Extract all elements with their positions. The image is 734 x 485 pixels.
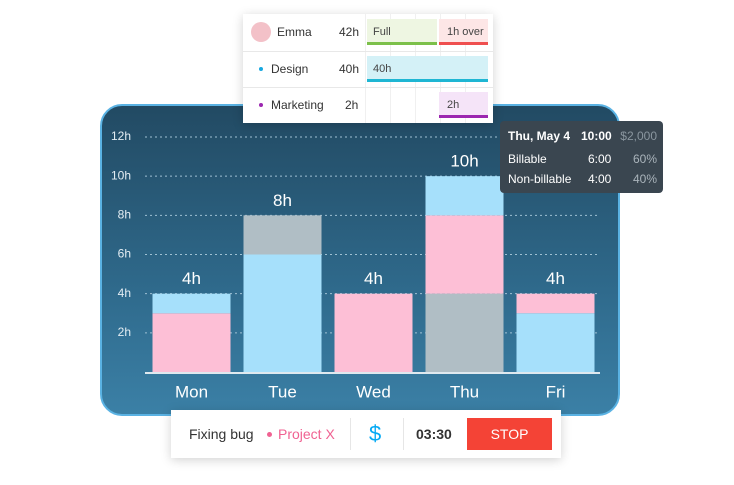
bar-segment (425, 215, 504, 294)
tooltip-time: 10:00 (581, 129, 612, 143)
total-label: 4h (546, 269, 565, 288)
bar-segment (516, 293, 595, 314)
bar-segment (243, 254, 322, 372)
bar-segment (243, 215, 322, 255)
dot (267, 432, 272, 437)
bar: 2h (439, 92, 488, 118)
name: Marketing (271, 98, 324, 112)
bar-segment (152, 293, 231, 314)
hours: 2h (345, 98, 359, 112)
avatar (251, 22, 271, 42)
task: Fixing bug (189, 426, 254, 442)
bar: 40h (367, 56, 488, 82)
tooltip-value: 4:00 (588, 172, 612, 186)
timer-bar: Fixing bug Project X $ 03:30 STOP (171, 410, 561, 458)
x-tick-label: Thu (450, 382, 479, 401)
divider (350, 418, 351, 450)
tooltip-date: Thu, May 4 (508, 129, 571, 143)
y-tick-label: 12h (111, 129, 131, 143)
hours: 40h (339, 62, 360, 76)
row: Design 40h 40h (243, 51, 493, 88)
total-label: 4h (182, 269, 201, 288)
schedule-table: Emma 42h Full 1h over Design 40h 40h Mar… (243, 14, 493, 123)
total-label: 4h (364, 269, 383, 288)
x-tick-label: Tue (268, 382, 297, 401)
tooltip-label: Billable (508, 152, 547, 166)
tooltip-percent: 60% (632, 152, 657, 166)
tooltip-value: 6:00 (588, 152, 612, 166)
dot (259, 67, 263, 71)
tooltip-amount: $2,000 (620, 129, 657, 143)
name: Emma (277, 25, 312, 39)
tooltip-percent: 40% (632, 172, 657, 186)
y-tick-label: 6h (118, 247, 131, 261)
stop-button[interactable]: STOP (467, 418, 552, 450)
project: Project X (278, 426, 335, 442)
divider (365, 14, 366, 123)
dot (259, 103, 263, 107)
bar-segment (425, 176, 504, 216)
y-tick-label: 4h (118, 286, 131, 300)
tooltip-label: Non-billable (508, 172, 572, 186)
tooltip: Thu, May 4 10:00 $2,000 Billable 6:00 60… (500, 121, 663, 193)
y-tick-label: 8h (118, 208, 131, 222)
total-label: 10h (450, 152, 478, 171)
row: Marketing 2h 2h (243, 87, 493, 123)
row: Emma 42h Full 1h over (243, 14, 493, 52)
billing-icon[interactable]: $ (369, 421, 382, 446)
elapsed: 03:30 (416, 426, 452, 442)
y-tick-label: 2h (118, 325, 131, 339)
divider (403, 418, 404, 450)
hours: 42h (339, 25, 360, 39)
x-tick-label: Fri (546, 382, 566, 401)
bar: Full (367, 19, 437, 45)
name: Design (271, 62, 309, 76)
bar: 1h over (439, 19, 488, 45)
bar-segment (334, 293, 413, 372)
y-tick-label: 10h (111, 168, 131, 182)
x-tick-label: Mon (175, 382, 208, 401)
bar-segment (152, 313, 231, 372)
bar-segment (516, 313, 595, 372)
bar-segment (425, 293, 504, 372)
x-tick-label: Wed (356, 382, 391, 401)
total-label: 8h (273, 191, 292, 210)
